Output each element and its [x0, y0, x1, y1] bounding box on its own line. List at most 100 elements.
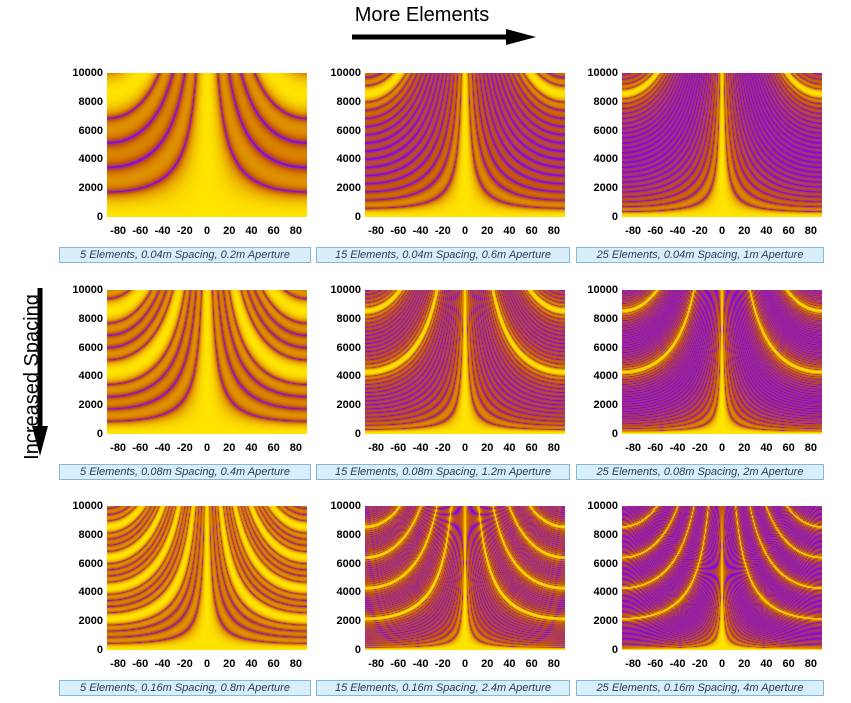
y-tick-label: 8000 — [593, 312, 618, 325]
y-tick-label: 10000 — [330, 500, 361, 512]
y-tick-label: 10000 — [587, 500, 618, 512]
y-tick-label: 0 — [354, 211, 361, 223]
x-tick-label: 80 — [289, 442, 302, 454]
y-tick-label: 8000 — [78, 95, 103, 108]
x-tick-label: -40 — [412, 225, 429, 237]
y-tick-label: 6000 — [336, 557, 361, 570]
heatmap-plot — [622, 290, 822, 434]
x-tick-label: -20 — [176, 225, 193, 237]
x-tick-label: 20 — [481, 658, 494, 670]
x-tick-label: -80 — [368, 225, 385, 237]
y-tick-label: 6000 — [336, 124, 361, 137]
x-tick-label: 80 — [547, 658, 560, 670]
panel-caption: 25 Elements, 0.16m Spacing, 4m Aperture — [576, 680, 824, 696]
y-tick-label: 4000 — [593, 370, 618, 383]
x-tick-label: 0 — [718, 442, 726, 454]
y-tick-label: 2000 — [593, 182, 618, 195]
x-tick-label: 20 — [223, 658, 236, 670]
y-tick-label: 4000 — [336, 153, 361, 166]
y-tick-label: 8000 — [336, 95, 361, 108]
x-tick-label: -20 — [176, 658, 193, 670]
x-tick-label: -60 — [390, 225, 407, 237]
x-tick-label: -20 — [691, 225, 708, 237]
y-tick-label: 6000 — [593, 557, 618, 570]
x-tick-label: 60 — [267, 225, 280, 237]
x-tick-label: 20 — [738, 225, 751, 237]
heatmap-plot — [365, 73, 565, 217]
x-tick-label: 40 — [245, 658, 258, 670]
x-tick-label: -20 — [434, 225, 451, 237]
panel-caption: 5 Elements, 0.16m Spacing, 0.8m Aperture — [59, 680, 311, 696]
x-tick-label: 20 — [223, 225, 236, 237]
y-tick-label: 2000 — [593, 615, 618, 628]
x-tick-label: 40 — [503, 658, 516, 670]
x-tick-label: 20 — [481, 225, 494, 237]
y-tick-label: 6000 — [78, 557, 103, 570]
x-tick-label: -80 — [110, 225, 127, 237]
y-tick-label: 6000 — [593, 341, 618, 354]
x-tick-label: -60 — [390, 658, 407, 670]
y-tick-label: 2000 — [336, 182, 361, 195]
x-tick-label: -40 — [412, 658, 429, 670]
y-tick-label: 8000 — [336, 528, 361, 541]
more-elements-label: More Elements — [354, 4, 490, 26]
y-tick-label: 0 — [611, 644, 618, 656]
y-tick-label: 8000 — [593, 95, 618, 108]
heatmap-plot — [107, 73, 307, 217]
y-tick-label: 10000 — [330, 67, 361, 79]
x-tick-label: -40 — [154, 225, 171, 237]
panel-caption: 5 Elements, 0.08m Spacing, 0.4m Aperture — [59, 464, 311, 480]
x-tick-label: 60 — [525, 225, 538, 237]
x-tick-label: 20 — [738, 442, 751, 454]
y-tick-label: 2000 — [78, 615, 103, 628]
x-tick-label: -80 — [368, 658, 385, 670]
y-tick-label: 4000 — [336, 370, 361, 383]
x-tick-label: -40 — [669, 225, 686, 237]
y-tick-label: 0 — [354, 644, 361, 656]
heatmap-plot — [365, 290, 565, 434]
x-tick-label: -20 — [691, 658, 708, 670]
y-tick-label: 6000 — [78, 124, 103, 137]
x-tick-label: -60 — [390, 442, 407, 454]
x-tick-label: 20 — [481, 442, 494, 454]
x-tick-label: -60 — [647, 442, 664, 454]
x-tick-label: 80 — [804, 442, 817, 454]
x-tick-label: -80 — [110, 658, 127, 670]
x-tick-label: -20 — [176, 442, 193, 454]
x-tick-label: -20 — [434, 442, 451, 454]
x-tick-label: 40 — [503, 442, 516, 454]
x-tick-label: 80 — [289, 225, 302, 237]
panel-caption: 5 Elements, 0.04m Spacing, 0.2m Aperture — [59, 247, 311, 263]
y-tick-label: 6000 — [78, 341, 103, 354]
x-tick-label: 0 — [718, 225, 726, 237]
y-tick-label: 4000 — [78, 370, 103, 383]
y-tick-label: 0 — [96, 211, 103, 223]
heatmap-plot — [365, 506, 565, 650]
x-tick-label: -40 — [154, 658, 171, 670]
y-tick-label: 2000 — [336, 399, 361, 412]
y-tick-label: 4000 — [78, 586, 103, 599]
y-tick-label: 4000 — [78, 153, 103, 166]
y-tick-label: 10000 — [330, 284, 361, 296]
x-tick-label: 0 — [461, 225, 469, 237]
x-tick-label: 40 — [760, 658, 773, 670]
right-arrow-head — [506, 29, 536, 45]
x-tick-label: -80 — [110, 442, 127, 454]
y-tick-label: 2000 — [78, 182, 103, 195]
x-tick-label: 0 — [203, 658, 211, 670]
x-tick-label: 80 — [804, 658, 817, 670]
x-tick-label: 80 — [547, 442, 560, 454]
x-tick-label: 60 — [782, 442, 795, 454]
y-tick-label: 0 — [96, 644, 103, 656]
x-tick-label: 80 — [547, 225, 560, 237]
x-tick-label: -40 — [154, 442, 171, 454]
x-tick-label: 60 — [525, 658, 538, 670]
panel-caption: 15 Elements, 0.04m Spacing, 0.6m Apertur… — [316, 247, 570, 263]
x-tick-label: 0 — [203, 225, 211, 237]
heatmap-plot — [107, 290, 307, 434]
x-tick-label: -80 — [368, 442, 385, 454]
x-tick-label: 60 — [267, 658, 280, 670]
y-tick-label: 8000 — [593, 528, 618, 541]
x-tick-label: -40 — [412, 442, 429, 454]
